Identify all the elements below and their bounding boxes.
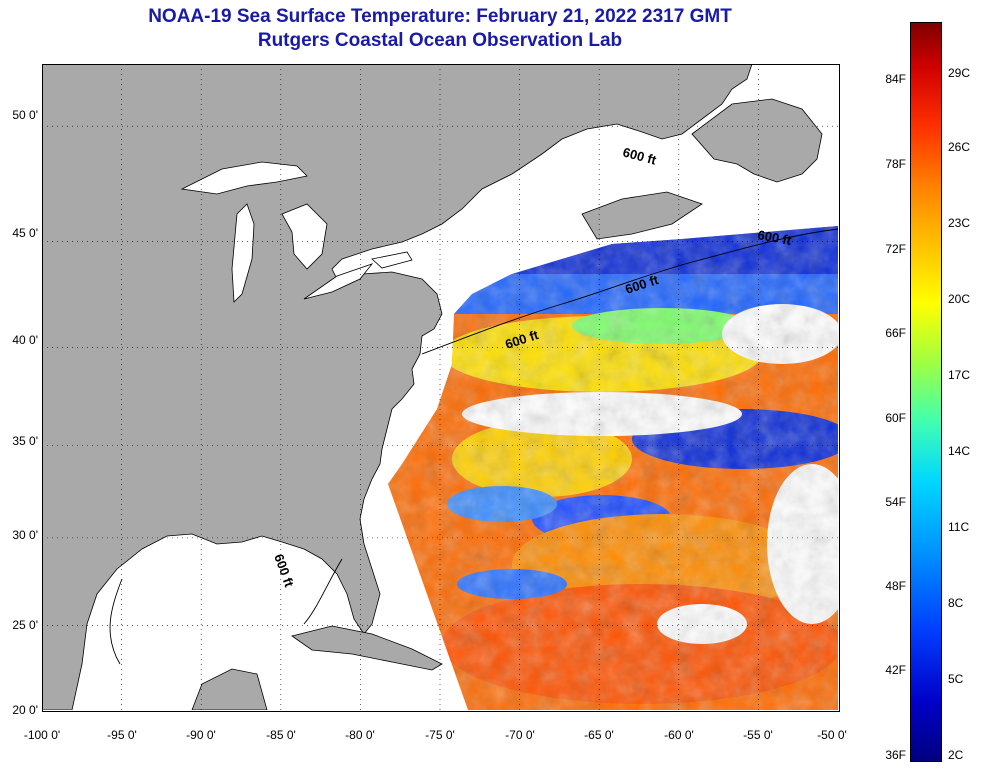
colorbar-label-2c: 2C: [948, 748, 963, 762]
colorbar-label-14c: 14C: [948, 444, 970, 458]
colorbar-label-78f: 78F: [868, 157, 906, 171]
lat-label-35: 35 0': [0, 434, 38, 448]
lon-label-50: -50 0': [817, 728, 847, 742]
colorbar-label-72f: 72F: [868, 242, 906, 256]
lon-label-90: -90 0': [186, 728, 216, 742]
colorbar-label-42f: 42F: [868, 663, 906, 677]
colorbar-label-29c: 29C: [948, 66, 970, 80]
colorbar-label-36f: 36F: [868, 748, 906, 762]
colorbar-label-60f: 60F: [868, 411, 906, 425]
colorbar-label-23c: 23C: [948, 216, 970, 230]
lon-label-75: -75 0': [425, 728, 455, 742]
temperature-colorbar: [910, 22, 942, 762]
lat-label-40: 40 0': [0, 333, 38, 347]
lat-label-45: 45 0': [0, 226, 38, 240]
lon-label-85: -85 0': [266, 728, 296, 742]
lon-label-65: -65 0': [584, 728, 614, 742]
lon-label-55: -55 0': [743, 728, 773, 742]
lat-label-20: 20 0': [0, 703, 38, 717]
colorbar-label-5c: 5C: [948, 672, 963, 686]
colorbar-label-48f: 48F: [868, 579, 906, 593]
lon-label-95: -95 0': [107, 728, 137, 742]
colorbar-label-84f: 84F: [868, 72, 906, 86]
colorbar-label-17c: 17C: [948, 368, 970, 382]
lon-label-60: -60 0': [664, 728, 694, 742]
colorbar-label-66f: 66F: [868, 326, 906, 340]
colorbar-label-11c: 11C: [948, 520, 969, 534]
map-title: NOAA-19 Sea Surface Temperature: Februar…: [0, 6, 880, 28]
map-subtitle: Rutgers Coastal Ocean Observation Lab: [0, 30, 880, 52]
colorbar-label-26c: 26C: [948, 140, 970, 154]
lon-label-70: -70 0': [505, 728, 535, 742]
lat-label-30: 30 0': [0, 528, 38, 542]
lat-label-50: 50 0': [0, 108, 38, 122]
lon-label-100: -100 0': [24, 728, 60, 742]
map-frame: [42, 64, 840, 712]
lat-label-25: 25 0': [0, 618, 38, 632]
colorbar-label-54f: 54F: [868, 495, 906, 509]
lon-label-80: -80 0': [345, 728, 375, 742]
colorbar-label-8c: 8C: [948, 596, 963, 610]
colorbar-label-20c: 20C: [948, 292, 970, 306]
